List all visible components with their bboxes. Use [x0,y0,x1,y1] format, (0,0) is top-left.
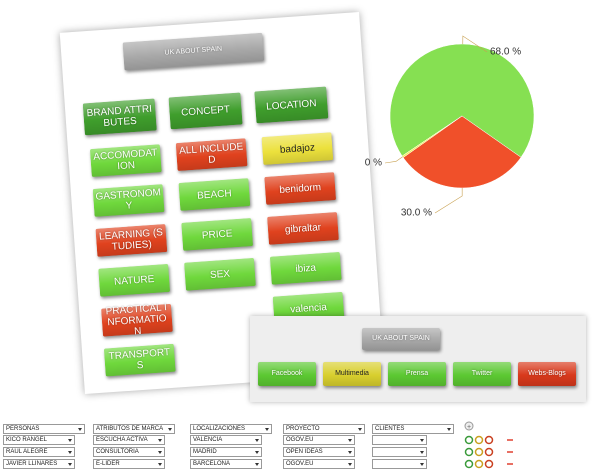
filter-form: + PERSONAS KICO RANGEL RAUL ALEGRE JAVIER L… [0,420,600,470]
dropdown: OPEN IDEAS [283,447,355,457]
pie-slice [401,115,463,158]
dropdown [372,435,427,445]
node: ibiza [269,251,342,285]
dropdown: OGOV.EU [283,459,355,469]
node: badajoz [261,132,334,166]
dropdown: PERSONAS [3,424,85,434]
node: SEX [184,257,256,291]
node: Facebook [258,362,316,386]
pie-label: 30.0 % [401,208,432,219]
dropdown: PROYECTO [283,424,365,434]
dropdown: ATRIBUTOS DE MARCA [93,424,175,434]
pie-label: 68.0 % [490,47,521,58]
leader-line [384,156,403,164]
dropdown: E-LIDER [93,459,165,469]
node: LEARNING (STUDIES) [95,224,168,257]
node: Twitter [453,362,511,386]
dropdown: ESCUCHA ACTIVA [93,435,165,445]
node: LOCATION [254,86,329,124]
dropdown: KICO RANGEL [3,435,75,445]
dropdown [372,459,427,469]
pie-chart: 68.0 % 30.0 % 0 % [365,35,535,219]
leader-line [434,187,463,214]
node: BRAND ATTRIBUTES [82,98,157,136]
dropdown: CONSULTORIA [93,447,165,457]
dropdown: CLIENTES [372,424,454,434]
node: Prensa [388,362,446,386]
pie-label: 0 % [365,158,382,169]
dropdown: JAVIER LLINARES [3,459,75,469]
node: PRACTICAL INFORMATION [101,302,173,337]
node: ACCOMODATION [89,144,162,178]
node: UK ABOUT SPAIN [362,328,440,350]
dropdown: RAUL ALEGRE [3,447,75,457]
dropdown: VALENCIA [190,435,262,445]
tree-diagram-2: UK ABOUT SPAIN Facebook Multimedia Prensa Tw… [250,316,586,402]
node: PRICE [181,218,254,251]
node: Multimedia [323,362,381,386]
node: NATURE [98,263,171,297]
node: ALL INCLUDED [175,138,248,172]
leader-line [462,35,488,53]
node: UK ABOUT SPAIN [122,32,265,71]
dropdown: OGOV.EU [283,435,355,445]
dropdown [372,447,427,457]
dropdown: MADRID [190,447,262,457]
node: CONCEPT [168,92,243,130]
node: TRANSPORTS [103,343,176,377]
node: Webs-Blogs [518,362,576,386]
node: gibraltar [267,212,339,245]
pie-slice [389,43,535,158]
svg-text:+: + [467,424,471,431]
icons: + [464,421,513,469]
node: GASTRONOMY [92,184,165,217]
dropdown: LOCALIZACIONES [190,424,272,434]
node: BEACH [178,178,251,211]
node: benidorm [264,172,337,205]
dropdown: BARCELONA [190,459,262,469]
